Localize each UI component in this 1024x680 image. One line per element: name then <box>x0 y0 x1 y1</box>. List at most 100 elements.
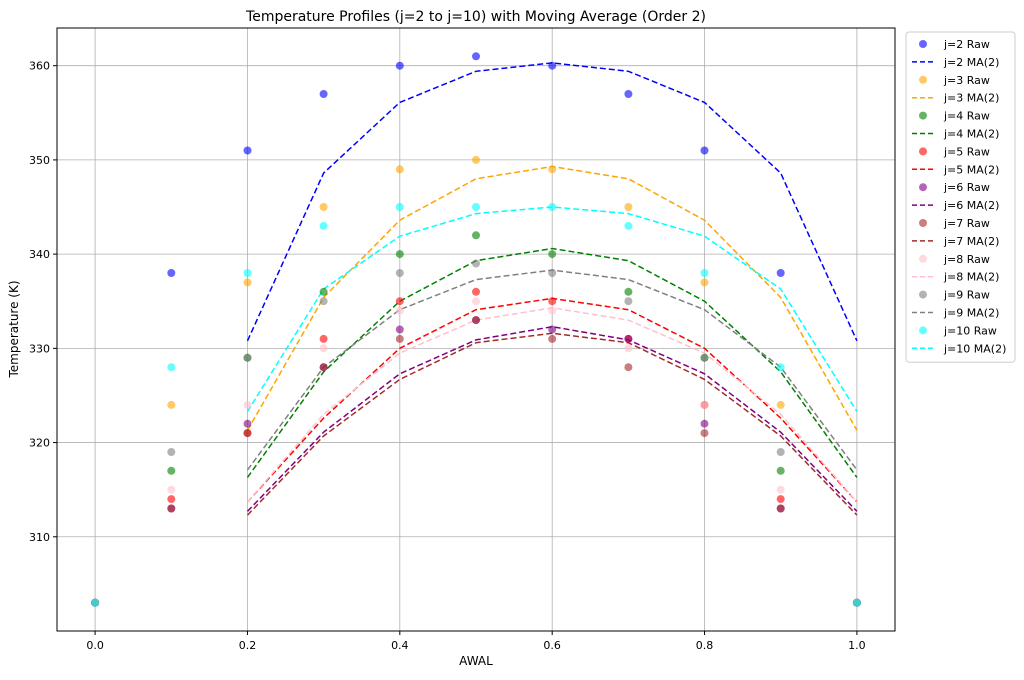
raw-point-j=10 <box>700 269 709 277</box>
raw-point-j=9 <box>243 353 252 362</box>
raw-point-j=7 <box>776 504 785 513</box>
y-tick-label: 320 <box>29 437 50 450</box>
raw-point-j=4 <box>548 250 557 259</box>
raw-point-j=2 <box>700 146 709 155</box>
legend-marker-raw <box>919 219 927 227</box>
raw-point-j=8 <box>395 306 404 315</box>
raw-point-j=10 <box>91 598 100 607</box>
raw-point-j=9 <box>776 448 785 456</box>
legend-label-ma: j=6 MA(2) <box>943 199 999 212</box>
raw-point-j=10 <box>167 363 176 372</box>
legend-marker-raw <box>919 75 927 84</box>
y-tick-label: 350 <box>29 154 50 167</box>
raw-point-j=7 <box>548 334 557 343</box>
x-axis-label: AWAL <box>459 654 493 668</box>
x-tick-label: 0.0 <box>86 639 104 652</box>
x-tick-label: 1.0 <box>848 639 866 652</box>
legend-label-raw: j=4 Raw <box>943 110 990 123</box>
ma-line-j=7 <box>246 332 858 516</box>
raw-point-j=9 <box>624 297 633 306</box>
raw-point-j=8 <box>548 306 557 315</box>
raw-point-j=5 <box>319 334 328 343</box>
legend-label-ma: j=5 MA(2) <box>943 163 999 176</box>
raw-point-j=7 <box>472 316 480 325</box>
raw-point-j=9 <box>167 448 176 456</box>
raw-point-j=9 <box>395 269 404 277</box>
raw-point-j=3 <box>472 155 480 164</box>
raw-point-j=8 <box>624 344 633 353</box>
raw-point-j=7 <box>700 429 709 438</box>
raw-point-j=10 <box>243 269 252 277</box>
y-tick-label: 310 <box>29 531 50 544</box>
raw-point-j=3 <box>548 165 557 174</box>
raw-point-j=6 <box>548 325 557 334</box>
ma-line-j=2 <box>246 62 858 342</box>
legend-label-ma: j=7 MA(2) <box>943 235 999 248</box>
raw-point-j=3 <box>319 203 328 211</box>
legend-label-raw: j=10 Raw <box>943 324 997 337</box>
raw-point-j=3 <box>395 165 404 174</box>
raw-point-j=10 <box>776 363 785 372</box>
raw-point-j=8 <box>700 400 709 409</box>
legend-label-raw: j=9 Raw <box>943 289 990 302</box>
raw-point-j=6 <box>395 325 404 334</box>
raw-point-j=5 <box>472 287 480 296</box>
raw-point-j=10 <box>624 221 633 230</box>
legend-marker-raw <box>919 326 927 335</box>
raw-point-j=7 <box>395 334 404 343</box>
legend-label-ma: j=4 MA(2) <box>943 128 999 141</box>
raw-point-j=6 <box>700 419 709 428</box>
raw-point-j=8 <box>319 344 328 353</box>
raw-point-j=4 <box>319 287 328 296</box>
raw-point-j=10 <box>395 203 404 211</box>
raw-point-j=2 <box>624 90 633 98</box>
raw-point-j=2 <box>548 61 557 70</box>
raw-point-j=4 <box>472 231 480 240</box>
y-axis-label: Temperature (K) <box>7 280 21 378</box>
y-tick-label: 330 <box>29 342 50 355</box>
raw-point-j=9 <box>700 353 709 362</box>
tick-layer: 0.0 0.2 0.4 0.6 0.8 1.0 310 320 330 340 350 360 <box>29 60 866 652</box>
raw-point-j=5 <box>167 495 176 504</box>
raw-point-j=2 <box>472 52 480 61</box>
x-tick-label: 0.8 <box>696 639 714 652</box>
raw-point-j=4 <box>776 466 785 475</box>
x-tick-label: 0.6 <box>543 639 561 652</box>
legend-marker-raw <box>919 40 927 48</box>
legend: j=2 Raw j=2 MA(2) j=3 Raw j=3 MA(2) j=4 Raw j… <box>905 31 1016 363</box>
legend-label-raw: j=6 Raw <box>943 181 990 194</box>
legend-label-ma: j=10 MA(2) <box>943 342 1006 355</box>
legend-label-ma: j=3 MA(2) <box>943 92 999 105</box>
raw-point-j=10 <box>472 203 480 211</box>
raw-point-j=7 <box>243 429 252 438</box>
raw-point-j=8 <box>776 485 785 494</box>
raw-point-j=6 <box>243 419 252 428</box>
legend-marker-raw <box>919 183 927 192</box>
raw-point-j=9 <box>472 259 480 268</box>
raw-point-j=6 <box>624 334 633 343</box>
raw-point-j=2 <box>243 146 252 155</box>
chart-title: Temperature Profiles (j=2 to j=10) with … <box>245 9 706 25</box>
legend-box <box>905 31 1016 363</box>
raw-point-j=5 <box>395 297 404 306</box>
legend-label-raw: j=7 Raw <box>943 217 990 230</box>
x-tick-label: 0.4 <box>391 639 409 652</box>
raw-point-j=5 <box>776 495 785 504</box>
raw-point-j=7 <box>167 504 176 513</box>
legend-marker-raw <box>919 147 927 156</box>
raw-point-j=2 <box>776 269 785 277</box>
raw-point-j=3 <box>700 278 709 287</box>
legend-label-ma: j=2 MA(2) <box>943 56 999 69</box>
raw-point-j=2 <box>395 61 404 70</box>
legend-label-raw: j=5 Raw <box>943 145 990 158</box>
raw-point-j=10 <box>319 221 328 230</box>
raw-point-j=4 <box>624 287 633 296</box>
legend-label-raw: j=2 Raw <box>943 38 990 51</box>
x-tick-label: 0.2 <box>239 639 257 652</box>
legend-label-raw: j=8 Raw <box>943 253 990 266</box>
raw-point-j=7 <box>624 363 633 372</box>
plot-frame <box>56 27 896 632</box>
raw-point-j=3 <box>243 278 252 287</box>
